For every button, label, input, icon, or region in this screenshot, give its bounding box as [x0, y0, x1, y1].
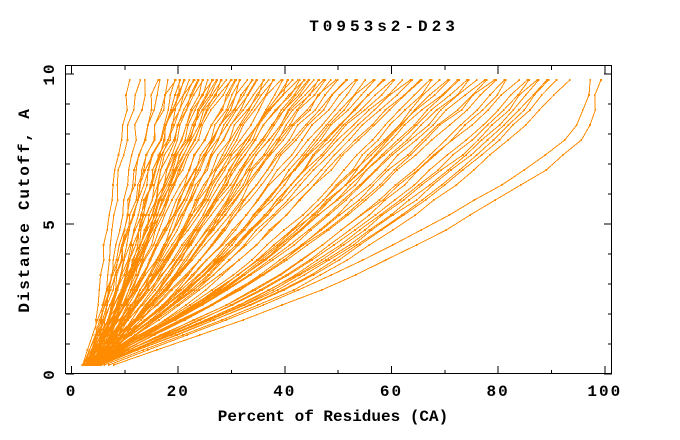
model-curve: [93, 79, 528, 366]
model-curve: [89, 79, 497, 366]
model-curve: [87, 79, 253, 366]
model-curve: [90, 79, 347, 366]
model-curve: [89, 79, 448, 366]
model-curve: [95, 79, 520, 366]
x-tick-label: 20: [167, 383, 190, 401]
x-tick-label: 0: [66, 383, 78, 401]
model-curve: [93, 79, 275, 366]
x-axis-label: Percent of Residues (CA): [218, 408, 448, 426]
model-curve: [92, 79, 319, 366]
x-tick-label: 100: [587, 383, 622, 401]
axis-ticks: [66, 66, 612, 375]
model-curve: [97, 79, 538, 366]
x-tick-label: 40: [273, 383, 296, 401]
model-curve: [98, 79, 540, 366]
y-tick-label: 10: [41, 62, 59, 85]
chart-title: T0953s2-D23: [309, 18, 459, 36]
model-curve: [84, 79, 265, 366]
model-curve: [108, 79, 591, 366]
model-curve: [113, 79, 602, 366]
model-curve: [90, 79, 374, 366]
model-curve: [85, 79, 258, 366]
model-curve: [86, 79, 194, 366]
model-curve: [84, 79, 348, 366]
model-curve: [87, 79, 306, 366]
model-curve: [82, 79, 299, 366]
model-curve: [97, 79, 557, 366]
model-curve: [87, 79, 413, 366]
model-curve: [87, 79, 458, 366]
model-curve: [91, 79, 411, 366]
model-curve: [83, 79, 204, 366]
model-curve: [89, 79, 222, 366]
model-curve: [94, 79, 548, 366]
model-curve: [87, 79, 358, 366]
model-curve: [90, 79, 395, 366]
model-curve: [92, 79, 131, 366]
model-curve: [92, 79, 326, 366]
model-curve: [96, 79, 199, 366]
model-curve: [104, 79, 571, 366]
model-curve: [97, 79, 421, 366]
model-curve: [87, 79, 478, 366]
model-curve: [87, 79, 385, 366]
model-curve: [90, 79, 423, 366]
model-curve: [89, 79, 269, 366]
model-curve: [82, 79, 190, 366]
model-curve: [90, 79, 495, 366]
model-curve: [89, 79, 470, 366]
model-curve: [83, 79, 177, 366]
y-tick-label: 0: [41, 368, 59, 380]
model-curve: [84, 79, 403, 366]
model-curves: [81, 79, 602, 366]
x-tick-label: 60: [380, 383, 403, 401]
model-curve: [84, 79, 309, 366]
model-curve: [96, 79, 486, 366]
model-curve: [85, 79, 331, 366]
model-curve: [87, 79, 337, 366]
model-curve: [99, 79, 507, 366]
y-axis-label: Distance Cutoff, A: [16, 107, 34, 312]
model-curve: [81, 79, 232, 366]
plot-frame-and-ticks: [65, 65, 612, 375]
model-curve: [87, 79, 431, 366]
model-curve: [88, 79, 232, 366]
x-tick-label: 80: [486, 383, 509, 401]
cutoff-point-markers: [81, 79, 602, 366]
tick-labels: 0 20 40 60 80 100 0 5 10: [41, 62, 622, 401]
model-curve: [88, 79, 468, 366]
y-tick-label: 5: [41, 218, 59, 230]
model-curve: [86, 79, 161, 366]
